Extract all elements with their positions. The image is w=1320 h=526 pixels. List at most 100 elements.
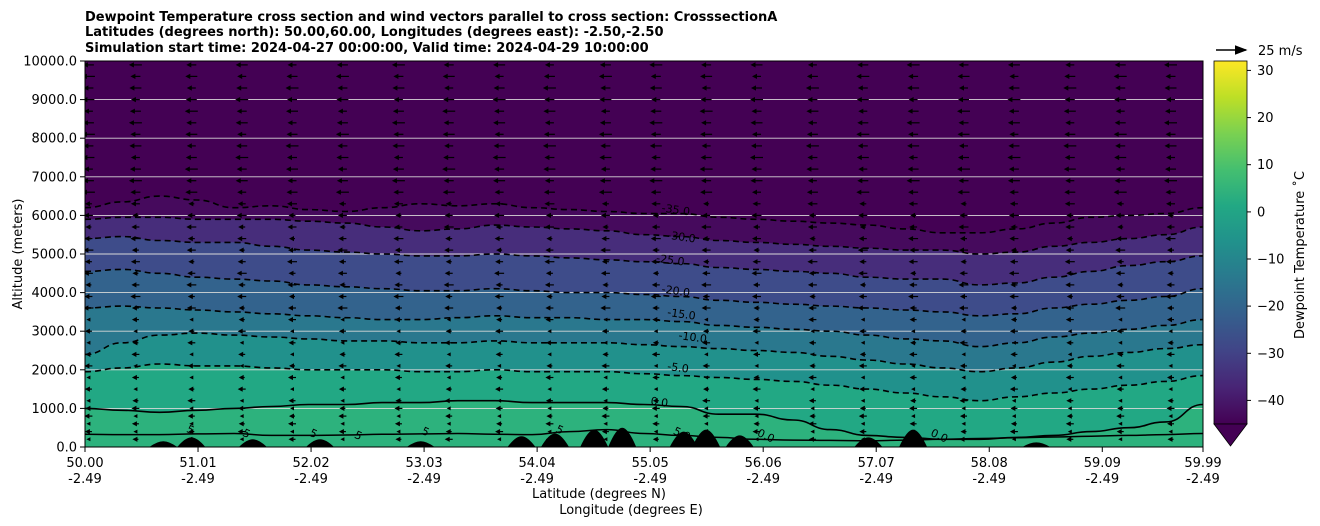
wind-vector: [288, 247, 296, 253]
wind-vector: [652, 398, 659, 404]
wind-vector: [753, 224, 760, 230]
y-tick-label: 2000.0: [32, 363, 78, 378]
wind-vector: [494, 293, 504, 300]
wind-vector: [1066, 236, 1073, 242]
wind-vector: [651, 224, 660, 230]
wind-vector: [288, 212, 296, 218]
terrain: [85, 427, 1203, 447]
wind-vector: [750, 120, 763, 126]
wind-vector: [860, 340, 865, 345]
wind-vector: [187, 212, 196, 218]
contour-line--30.0: [85, 216, 1203, 255]
x-tick-label-lat: 57.07: [858, 456, 895, 471]
wind-vector: [1064, 73, 1076, 79]
wind-vector: [393, 201, 403, 207]
wind-vector: [337, 212, 347, 218]
wind-vector: [1168, 363, 1173, 368]
wind-vector: [289, 363, 295, 369]
wind-vector: [543, 73, 555, 79]
x-tick-label-lat: 52.02: [292, 456, 329, 471]
wind-vector: [445, 363, 453, 369]
wind-vector: [545, 340, 553, 346]
wind-vector: [960, 413, 967, 419]
wind-vector: [236, 143, 248, 149]
wind-vector: [445, 201, 452, 207]
wind-vector: [340, 340, 345, 345]
wind-vector: [446, 375, 451, 380]
wind-vector: [393, 236, 404, 242]
wind-vector: [1007, 120, 1020, 126]
wind-vector: [494, 236, 504, 242]
wind-vector: [701, 178, 712, 184]
wind-vector: [289, 293, 295, 300]
wind-vector: [544, 62, 554, 68]
wind-vector: [599, 97, 612, 103]
wind-vector: [806, 108, 819, 114]
wind-vector: [808, 247, 817, 253]
wind-vector: [907, 143, 920, 149]
wind-vector: [288, 270, 296, 276]
wind-vector: [184, 166, 198, 172]
wind-vector: [601, 363, 610, 369]
wind-vector: [442, 108, 456, 114]
wind-vector: [542, 85, 556, 91]
wind-vector: [600, 270, 610, 276]
wind-vector: [496, 305, 503, 311]
wind-vector: [652, 247, 660, 253]
wind-vector: [750, 97, 763, 103]
wind-vector: [1066, 436, 1074, 442]
wind-vector: [806, 73, 818, 79]
wind-vector: [1066, 398, 1074, 404]
wind-vector: [394, 421, 402, 427]
colorbar-gradient: [1213, 60, 1248, 425]
wind-vector: [547, 387, 552, 392]
wind-vector: [602, 224, 609, 230]
wind-vector: [957, 108, 970, 114]
wind-vector: [493, 120, 506, 126]
wind-vector: [287, 154, 297, 161]
wind-vector: [701, 143, 711, 149]
wind-vector: [545, 212, 553, 218]
wind-vector: [1167, 270, 1174, 276]
wind-vector: [288, 305, 296, 311]
wind-vector: [959, 247, 968, 253]
wind-vector: [133, 387, 138, 392]
wind-vector: [236, 212, 247, 218]
wind-vector: [1116, 236, 1125, 242]
wind-vector: [1116, 386, 1124, 392]
wind-vector: [960, 293, 967, 300]
wind-vector: [959, 212, 968, 218]
wind-vector: [650, 236, 661, 242]
wind-vector: [751, 108, 762, 114]
wind-vector: [289, 413, 295, 419]
wind-vector: [809, 236, 816, 242]
wind-vector: [1166, 97, 1175, 103]
wind-vector: [494, 73, 504, 79]
wind-vector: [907, 108, 919, 114]
x-tick-label-lat: 59.09: [1084, 456, 1121, 471]
wind-vector: [600, 85, 611, 91]
wind-vector: [599, 178, 611, 184]
wind-vector: [1118, 421, 1123, 426]
wind-vector: [133, 414, 138, 419]
wind-vector: [701, 120, 712, 126]
wind-vector: [649, 143, 662, 149]
wind-vector: [545, 398, 553, 404]
wind-vector: [753, 247, 760, 253]
wind-vector: [1009, 201, 1018, 207]
wind-vector: [1113, 189, 1127, 195]
contour-label: -35.0: [661, 202, 691, 219]
wind-vector: [960, 328, 967, 334]
wind-vector: [807, 178, 817, 184]
wind-vector: [85, 386, 92, 392]
wind-vector: [189, 406, 194, 411]
wind-vector: [287, 178, 297, 184]
wind-vector: [128, 62, 142, 68]
wind-vector: [286, 189, 298, 195]
wind-vector: [908, 201, 918, 207]
wind-vector: [495, 224, 503, 230]
wind-vector: [290, 329, 294, 334]
wind-vector: [340, 421, 345, 426]
y-tick-label: 10000.0: [23, 55, 77, 70]
wind-vector: [335, 189, 349, 195]
